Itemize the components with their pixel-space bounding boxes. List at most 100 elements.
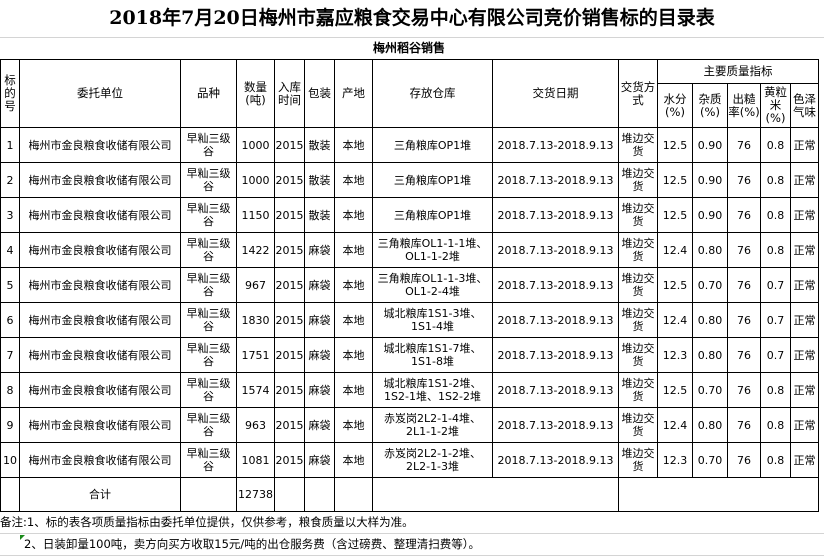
cell-date: 2018.7.13-2018.9.13 — [492, 442, 619, 478]
cell-pack: 麻袋 — [304, 442, 335, 478]
table-row: 8 梅州市金良粮食收储有限公司 早籼三级谷 1574 2015 麻袋 本地 城北粮库1S1-2… — [0, 372, 819, 408]
cell-store: 三角粮库OL1-1-3堆、OL1-2-4堆 — [372, 267, 493, 303]
cell-no: 9 — [0, 407, 20, 443]
cell-date: 2018.7.13-2018.9.13 — [492, 407, 619, 443]
cell-pack: 麻袋 — [304, 267, 335, 303]
total-qty: 12738 — [236, 477, 275, 512]
cell-date: 2018.7.13-2018.9.13 — [492, 337, 619, 373]
header-origin: 产地 — [334, 59, 373, 128]
cell-yield: 76 — [727, 407, 761, 443]
cell-origin: 本地 — [334, 162, 373, 198]
cell-impurity: 0.70 — [692, 372, 728, 408]
cell-no: 5 — [0, 267, 20, 303]
cell-moisture: 12.5 — [657, 372, 693, 408]
cell-store: 三角粮库OP1堆 — [372, 162, 493, 198]
cell-origin: 本地 — [334, 302, 373, 338]
header-quality: 主要质量指标 — [657, 59, 819, 84]
cell-date: 2018.7.13-2018.9.13 — [492, 162, 619, 198]
cell-yield: 76 — [727, 302, 761, 338]
cell-qty: 1081 — [236, 442, 275, 478]
header-year: 入库时间 — [274, 59, 305, 128]
cell-store: 三角粮库OP1堆 — [372, 197, 493, 233]
cell-impurity: 0.70 — [692, 442, 728, 478]
header-no: 标的号 — [0, 59, 20, 128]
header-pack: 包装 — [304, 59, 335, 128]
cell-unit: 梅州市金良粮食收储有限公司 — [19, 267, 181, 303]
section-subtitle: 梅州稻谷销售 — [372, 41, 445, 55]
cell-unit: 梅州市金良粮食收储有限公司 — [19, 372, 181, 408]
cell-yellow: 0.8 — [760, 162, 791, 198]
cell-color: 正常 — [790, 372, 819, 408]
cell-yellow: 0.7 — [760, 267, 791, 303]
comment-marker-icon — [20, 535, 25, 540]
cell-yield: 76 — [727, 197, 761, 233]
cell-delivery: 堆边交货 — [618, 337, 658, 373]
cell-yellow: 0.8 — [760, 372, 791, 408]
cell-empty — [372, 477, 619, 512]
total-label: 合计 — [19, 477, 181, 512]
cell-store: 三角粮库OL1-1-1堆、OL1-1-2堆 — [372, 232, 493, 268]
total-row: 合计 12738 — [0, 477, 819, 512]
page-title: 2018年7月20日梅州市嘉应粮食交易中心有限公司竞价销售标的目录表 — [0, 0, 824, 38]
cell-year: 2015 — [274, 302, 305, 338]
cell-pack: 散装 — [304, 162, 335, 198]
cell-unit: 梅州市金良粮食收储有限公司 — [19, 197, 181, 233]
note-1: 备注:1、标的表各项质量指标由委托单位提供，仅供参考，粮食质量以大样为准。 — [0, 512, 824, 534]
cell-moisture: 12.5 — [657, 197, 693, 233]
note-2: 2、日装卸量100吨，卖方向买方收取15元/吨的出仓服务费（含过磅费、整理清扫费… — [0, 534, 824, 556]
cell-yellow: 0.8 — [760, 197, 791, 233]
cell-delivery: 堆边交货 — [618, 127, 658, 163]
cell-yellow: 0.7 — [760, 337, 791, 373]
cell-impurity: 0.90 — [692, 127, 728, 163]
header-unit: 委托单位 — [19, 59, 181, 128]
cell-store: 城北粮库1S1-2堆、1S2-1堆、1S2-2堆 — [372, 372, 493, 408]
cell-yield: 76 — [727, 127, 761, 163]
header-delivery: 交货方式 — [618, 59, 658, 128]
cell-qty: 1830 — [236, 302, 275, 338]
cell-yield: 76 — [727, 162, 761, 198]
cell-unit: 梅州市金良粮食收储有限公司 — [19, 337, 181, 373]
cell-no: 3 — [0, 197, 20, 233]
catalog-table: 标的号 委托单位 品种 数量(吨) 入库时间 包装 产地 存放仓库 交货日期 交… — [0, 59, 819, 512]
cell-date: 2018.7.13-2018.9.13 — [492, 372, 619, 408]
cell-yield: 76 — [727, 232, 761, 268]
cell-qty: 1422 — [236, 232, 275, 268]
cell-qty: 1000 — [236, 127, 275, 163]
table-row: 5 梅州市金良粮食收储有限公司 早籼三级谷 967 2015 麻袋 本地 三角粮库OL1-1-… — [0, 267, 819, 303]
cell-no: 1 — [0, 127, 20, 163]
cell-variety: 早籼三级谷 — [180, 337, 237, 373]
cell-color: 正常 — [790, 127, 819, 163]
header-color: 色泽气味 — [790, 83, 819, 128]
table-row: 9 梅州市金良粮食收储有限公司 早籼三级谷 963 2015 麻袋 本地 赤岌岗2L2-1-4… — [0, 407, 819, 443]
cell-delivery: 堆边交货 — [618, 442, 658, 478]
cell-pack: 散装 — [304, 197, 335, 233]
table-row: 10 梅州市金良粮食收储有限公司 早籼三级谷 1081 2015 麻袋 本地 赤岌岗2L2-1… — [0, 442, 819, 478]
cell-store: 城北粮库1S1-7堆、1S1-8堆 — [372, 337, 493, 373]
cell-unit: 梅州市金良粮食收储有限公司 — [19, 232, 181, 268]
cell-qty: 1751 — [236, 337, 275, 373]
cell-year: 2015 — [274, 337, 305, 373]
cell-store: 三角粮库OP1堆 — [372, 127, 493, 163]
cell-unit: 梅州市金良粮食收储有限公司 — [19, 162, 181, 198]
cell-no: 8 — [0, 372, 20, 408]
cell-pack: 麻袋 — [304, 372, 335, 408]
cell-store: 赤岌岗2L2-1-4堆、2L1-1-2堆 — [372, 407, 493, 443]
cell-color: 正常 — [790, 337, 819, 373]
cell-color: 正常 — [790, 197, 819, 233]
cell-moisture: 12.5 — [657, 267, 693, 303]
cell-variety: 早籼三级谷 — [180, 197, 237, 233]
cell-empty — [334, 477, 373, 512]
cell-yield: 76 — [727, 372, 761, 408]
cell-qty: 963 — [236, 407, 275, 443]
cell-unit: 梅州市金良粮食收储有限公司 — [19, 442, 181, 478]
cell-origin: 本地 — [334, 407, 373, 443]
cell-variety: 早籼三级谷 — [180, 372, 237, 408]
cell-qty: 1000 — [236, 162, 275, 198]
cell-color: 正常 — [790, 442, 819, 478]
cell-unit: 梅州市金良粮食收储有限公司 — [19, 407, 181, 443]
cell-no: 4 — [0, 232, 20, 268]
cell-store: 城北粮库1S1-3堆、1S1-4堆 — [372, 302, 493, 338]
cell-yellow: 0.8 — [760, 232, 791, 268]
cell-moisture: 12.4 — [657, 232, 693, 268]
cell-color: 正常 — [790, 232, 819, 268]
